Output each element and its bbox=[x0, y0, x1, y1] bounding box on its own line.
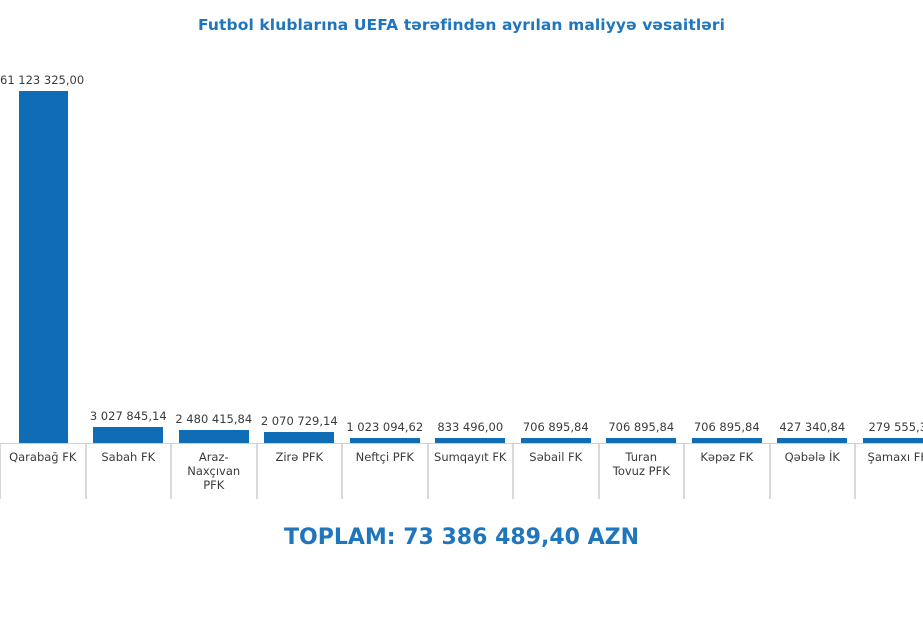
bar-value-label: 706 895,84 bbox=[693, 420, 760, 434]
bar[interactable] bbox=[777, 438, 848, 444]
bar[interactable] bbox=[435, 438, 506, 444]
x-axis-tick-8: Kəpəz FK bbox=[684, 444, 770, 499]
x-axis-tick-label: Sabah FK bbox=[101, 450, 156, 464]
bar-value-label: 2 480 415,84 bbox=[175, 411, 253, 426]
x-axis-tick-label: Araz- Naxçıvan PFK bbox=[187, 450, 241, 492]
bar[interactable] bbox=[178, 429, 249, 444]
bar[interactable] bbox=[691, 438, 762, 444]
x-axis-tick-label: Sumqayıt FK bbox=[434, 450, 507, 464]
bar-group: 833 496,00 bbox=[435, 60, 506, 444]
bar-value-label: 706 895,84 bbox=[522, 420, 589, 434]
bar-value-label: 706 895,84 bbox=[608, 420, 675, 434]
x-axis-tick-label: Kəpəz FK bbox=[700, 450, 754, 464]
bar-group: 2 070 729,14 bbox=[261, 60, 338, 444]
x-axis-tick-5: Sumqayıt FK bbox=[427, 444, 513, 499]
chart-title: Futbol klublarına UEFA tərəfindən ayrıla… bbox=[197, 16, 726, 34]
bar[interactable] bbox=[19, 91, 68, 444]
bar-value-label: 833 496,00 bbox=[437, 420, 504, 434]
bar-value-label: 61 123 325,00 bbox=[0, 73, 85, 87]
x-axis-tick-2: Araz- Naxçıvan PFK bbox=[171, 444, 257, 499]
x-axis-tick-label: Qarabağ FK bbox=[9, 450, 77, 464]
x-axis-tick-6: Səbail FK bbox=[513, 444, 599, 499]
bar[interactable] bbox=[349, 438, 420, 444]
x-axis-tick-0: Qarabağ FK bbox=[0, 444, 86, 499]
x-axis-tick-10: Şamaxı FK bbox=[855, 444, 923, 499]
x-axis-tick-label: Neftçi PFK bbox=[355, 450, 414, 464]
bar-group: 1 023 094,62 bbox=[346, 60, 423, 444]
bar-group: 706 895,84 bbox=[606, 60, 677, 444]
bar[interactable] bbox=[520, 438, 591, 444]
plot-area: 61 123 325,00 3 027 845,14 2 480 415,84 2 0… bbox=[0, 60, 923, 444]
x-axis-tick-7: Turan Tovuz PFK bbox=[598, 444, 684, 499]
bar-value-label: 279 555,3 bbox=[868, 420, 923, 434]
bar-value-label: 3 027 845,14 bbox=[89, 408, 167, 423]
bar-group: 279 555,3 bbox=[862, 60, 923, 444]
x-axis-tick-label: Qəbələ İK bbox=[784, 450, 840, 464]
x-axis-tick-label: Şamaxı FK bbox=[867, 450, 923, 464]
x-axis-tick-label: Zirə PFK bbox=[275, 450, 324, 464]
x-axis-category-labels: Qarabağ FK Sabah FK Araz- Naxçıvan PFK Zirə… bbox=[0, 444, 923, 499]
bar[interactable] bbox=[862, 438, 923, 444]
bar-value-label: 427 340,84 bbox=[779, 420, 846, 434]
x-axis-tick-9: Qəbələ İK bbox=[769, 444, 855, 499]
bar-value-label: 1 023 094,62 bbox=[346, 420, 424, 434]
x-axis-tick-1: Sabah FK bbox=[85, 444, 171, 499]
bar[interactable] bbox=[93, 426, 164, 444]
x-axis-tick-3: Zirə PFK bbox=[256, 444, 342, 499]
total-amount: TOPLAM: 73 386 489,40 AZN bbox=[283, 525, 640, 550]
bar-group: 706 895,84 bbox=[691, 60, 762, 444]
bar[interactable] bbox=[264, 432, 335, 444]
bar-group: 706 895,84 bbox=[520, 60, 591, 444]
x-axis-tick-label: Səbail FK bbox=[529, 450, 583, 464]
bar-group: 3 027 845,14 bbox=[90, 60, 167, 444]
x-axis-tick-4: Neftçi PFK bbox=[342, 444, 428, 499]
bar-group: 61 123 325,00 bbox=[0, 60, 84, 444]
x-axis-line bbox=[0, 443, 923, 444]
bar-value-label: 2 070 729,14 bbox=[260, 414, 338, 429]
bar[interactable] bbox=[606, 438, 677, 444]
bar-group: 2 480 415,84 bbox=[175, 60, 252, 444]
bar-group: 427 340,84 bbox=[777, 60, 848, 444]
x-axis-tick-label: Turan Tovuz PFK bbox=[612, 450, 670, 478]
